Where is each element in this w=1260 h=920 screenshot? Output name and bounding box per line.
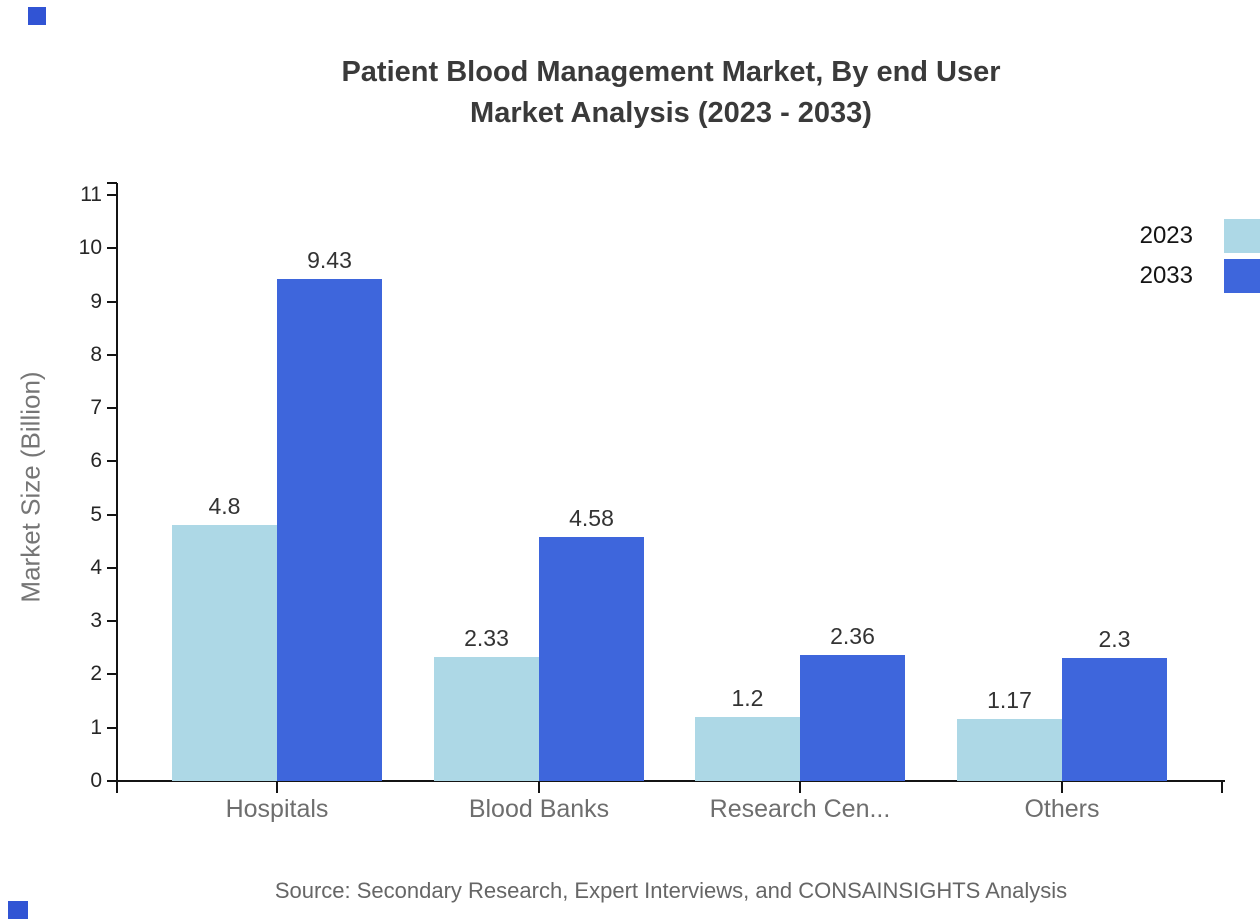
x-axis-left-end-tick [116,781,118,793]
bar-value-2033-3: 2.3 [1098,626,1131,653]
y-tick-10 [107,247,117,250]
y-tick-3 [107,620,117,623]
bar-value-2023-0: 4.8 [208,493,241,520]
bar-value-2023-3: 1.17 [987,686,1032,713]
bar-value-2023-1: 2.33 [464,624,509,651]
bar-value-2023-2: 1.2 [731,685,764,712]
y-tick-2 [107,673,117,676]
chart-title-line1: Patient Blood Management Market, By end … [341,56,1001,88]
y-tick-label-6: 6 [90,449,102,473]
x-category-label-3: Others [1024,795,1100,823]
legend-label-2033: 2033 [1139,262,1193,289]
bar-2023-0[interactable] [172,525,277,781]
bar-2033-3[interactable] [1062,658,1167,781]
bar-2023-1[interactable] [434,656,539,781]
y-tick-5 [107,513,117,516]
x-category-label-2: Research Cen... [709,795,891,823]
y-axis-end-cap [107,182,117,184]
chart-legend: 2023 2033 [1140,219,1260,299]
x-axis-line [116,780,1225,782]
x-axis-right-end-tick [1221,781,1223,793]
legend-item-2023[interactable]: 2023 [1140,219,1260,253]
chart-title-line2: Market Analysis (2023 - 2033) [470,97,872,129]
bar-2023-2[interactable] [695,717,800,781]
bar-2033-2[interactable] [800,655,905,781]
x-tick-1 [538,781,540,793]
y-tick-label-1: 1 [90,715,102,739]
source-note: Source: Secondary Research, Expert Inter… [274,878,1068,903]
y-tick-7 [107,407,117,410]
y-tick-11 [107,194,117,196]
legend-swatch-2033 [1224,259,1260,293]
bar-2033-1[interactable] [539,537,644,781]
y-tick-6 [107,460,117,463]
y-tick-label-10: 10 [78,236,102,260]
chart-title: Patient Blood Management Market, By end … [117,52,1225,134]
y-tick-4 [107,566,117,569]
y-tick-label-8: 8 [90,342,102,366]
x-category-label-1: Blood Banks [468,795,610,823]
y-tick-label-7: 7 [90,396,102,420]
bottom-left-accent-square [8,901,28,919]
y-tick-8 [107,353,117,356]
legend-item-2033[interactable]: 2033 [1140,259,1260,293]
bar-2023-3[interactable] [957,718,1062,781]
x-category-label-0: Hospitals [225,795,329,823]
y-tick-label-0: 0 [90,769,102,792]
y-tick-label-9: 9 [90,289,102,313]
y-tick-label-3: 3 [90,609,102,633]
legend-label-2023: 2023 [1139,222,1193,249]
y-tick-label-4: 4 [90,555,102,579]
y-axis-line [116,183,118,782]
top-left-accent-square [28,7,46,25]
y-tick-9 [107,300,117,303]
bar-value-2033-1: 4.58 [569,505,614,531]
legend-swatch-2023 [1224,219,1260,253]
y-tick-1 [107,726,117,729]
y-tick-0 [107,780,117,782]
x-tick-0 [276,781,278,793]
bar-value-2033-2: 2.36 [830,623,875,650]
y-tick-label-5: 5 [90,502,102,526]
bar-2033-0[interactable] [277,278,382,781]
bar-value-2033-0: 9.43 [307,246,352,273]
y-tick-label-11: 11 [80,183,102,206]
x-tick-2 [799,781,801,793]
y-tick-label-2: 2 [90,662,102,686]
x-tick-3 [1061,781,1063,793]
